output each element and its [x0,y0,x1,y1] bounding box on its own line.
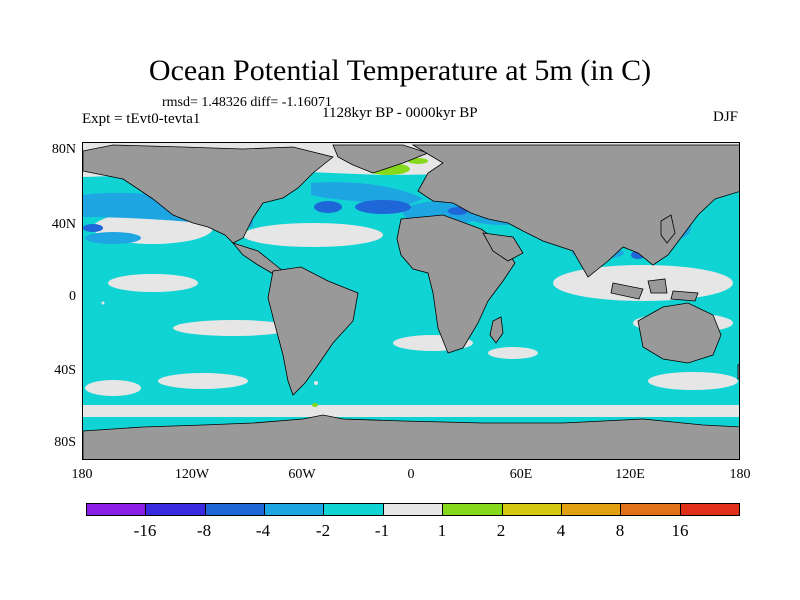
colorbar [86,503,740,516]
lat-label-80s: 80S [54,435,76,450]
lon-label-180e: 180 [729,467,751,482]
plot-title: Ocean Potential Temperature at 5m (in C) [148,54,652,87]
colorbar-label: 2 [496,521,506,540]
lon-label-0: 0 [407,467,415,482]
lat-label-40s: 40S [54,363,76,378]
lon-label-120e: 120E [615,467,645,482]
colorbar-swatch [561,504,622,515]
colorbar-swatch [146,504,206,515]
colorbar-swatch [443,504,503,515]
colorbar-label: -16 [133,521,157,540]
colorbar-swatch [205,504,266,515]
colorbar-swatch [324,504,384,515]
land-masses [83,144,739,459]
colorbar-swatch [621,504,681,515]
lon-label-120w: 120W [174,467,210,482]
colorbar-label: -8 [196,521,212,540]
colorbar-label: 16 [671,521,689,540]
colorbar-swatch [87,504,147,515]
stats-text: rmsd= 1.48326 diff= -1.16071 [162,95,332,110]
colorbar-label: 4 [556,521,566,540]
season-label: DJF [712,109,738,125]
island-specks [101,301,720,385]
colorbar-label: -1 [374,521,390,540]
lat-label-0: 0 [69,289,76,304]
colorbar-label: 8 [615,521,625,540]
colorbar-label: -2 [315,521,331,540]
world-map [82,142,740,460]
colorbar-swatch [383,504,444,515]
colorbar-label: 1 [437,521,447,540]
lat-label-80n: 80N [51,142,76,157]
lat-label-40n: 40N [51,217,76,232]
colorbar-swatch [265,504,325,515]
colorbar-swatch [680,504,739,515]
colorbar-swatch [502,504,562,515]
lon-label-180w: 180 [71,467,93,482]
period-label: 1128kyr BP - 0000kyr BP [322,105,478,121]
lon-label-60w: 60W [288,467,316,482]
experiment-label: Expt = tEvt0-tevta1 [82,111,201,127]
colorbar-label: -4 [255,521,271,540]
lon-label-60e: 60E [509,467,533,482]
